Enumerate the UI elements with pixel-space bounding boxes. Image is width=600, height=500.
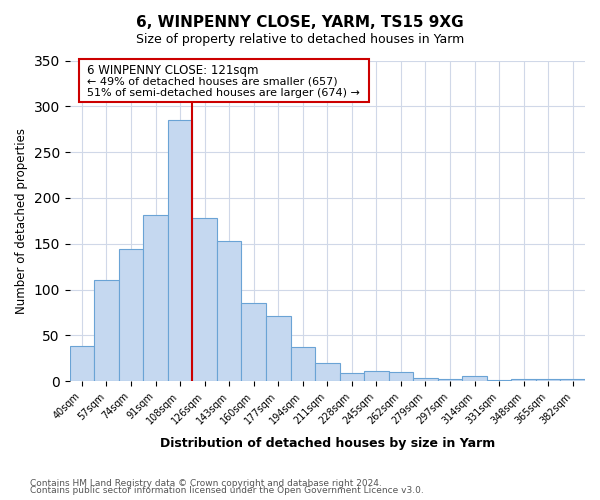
Text: 51% of semi-detached houses are larger (674) →: 51% of semi-detached houses are larger (… (87, 88, 360, 98)
Bar (389, 372, 413, 382)
Bar (168, 120, 193, 382)
Bar (143, 216, 168, 382)
Bar (290, 348, 315, 382)
Bar (462, 376, 487, 382)
Text: 6 WINPENNY CLOSE: 121sqm: 6 WINPENNY CLOSE: 121sqm (87, 64, 259, 77)
FancyBboxPatch shape (79, 58, 369, 102)
Text: Contains public sector information licensed under the Open Government Licence v3: Contains public sector information licen… (30, 486, 424, 495)
Bar (560, 380, 585, 382)
Bar (94, 280, 119, 382)
Bar (119, 250, 143, 382)
Text: Size of property relative to detached houses in Yarm: Size of property relative to detached ho… (136, 32, 464, 46)
Bar (487, 380, 511, 382)
Bar (70, 346, 94, 382)
Bar (266, 316, 290, 382)
Text: Contains HM Land Registry data © Crown copyright and database right 2024.: Contains HM Land Registry data © Crown c… (30, 478, 382, 488)
Text: ← 49% of detached houses are smaller (657): ← 49% of detached houses are smaller (65… (87, 76, 337, 86)
Bar (364, 371, 389, 382)
Bar (340, 373, 364, 382)
Bar (241, 304, 266, 382)
Bar (438, 378, 462, 382)
Bar (511, 380, 536, 382)
Bar (413, 378, 438, 382)
Bar (193, 218, 217, 382)
X-axis label: Distribution of detached houses by size in Yarm: Distribution of detached houses by size … (160, 437, 495, 450)
Bar (217, 241, 241, 382)
Bar (536, 378, 560, 382)
Bar (315, 363, 340, 382)
Text: 6, WINPENNY CLOSE, YARM, TS15 9XG: 6, WINPENNY CLOSE, YARM, TS15 9XG (136, 15, 464, 30)
Y-axis label: Number of detached properties: Number of detached properties (15, 128, 28, 314)
